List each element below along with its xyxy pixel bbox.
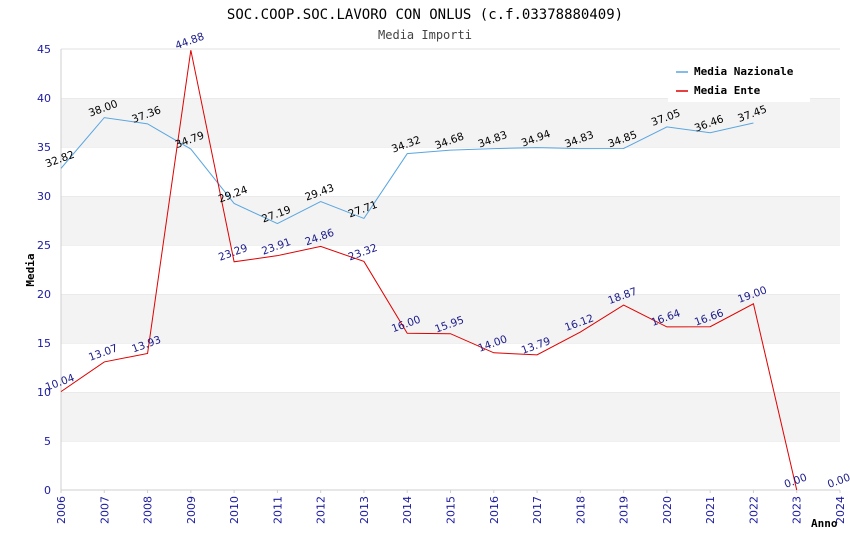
series-line-nazionale bbox=[60, 117, 754, 225]
x-tick-label: 2007 bbox=[98, 496, 111, 524]
series-lines bbox=[60, 50, 798, 491]
series-line-ente bbox=[60, 50, 798, 491]
x-tick-label: 2022 bbox=[747, 496, 760, 524]
grid-band bbox=[61, 392, 840, 441]
grid-band bbox=[61, 196, 840, 245]
x-tick-label: 2020 bbox=[661, 496, 674, 524]
y-tick-label: 20 bbox=[37, 288, 51, 301]
y-tick-label: 5 bbox=[44, 435, 51, 448]
y-tick-label: 25 bbox=[37, 239, 51, 252]
y-tick-labels: 0 5 10 15 20 25 30 35 40 45 bbox=[37, 43, 51, 497]
chart-title: SOC.COOP.SOC.LAVORO CON ONLUS (c.f.03378… bbox=[227, 7, 623, 23]
x-tick-label: 2017 bbox=[531, 496, 544, 524]
x-tick-label: 2014 bbox=[401, 496, 414, 524]
grid-band bbox=[61, 245, 840, 294]
y-tick-label: 45 bbox=[37, 43, 51, 56]
x-tick-labels: 2006 2007 2008 2009 2010 2011 2012 2013 2014 2015… bbox=[55, 490, 847, 524]
y-tick-label: 30 bbox=[37, 190, 51, 203]
x-tick-label: 2008 bbox=[142, 496, 155, 524]
x-tick-label: 2012 bbox=[315, 496, 328, 524]
x-tick-label: 2009 bbox=[185, 496, 198, 524]
chart-subtitle: Media Importi bbox=[378, 28, 472, 42]
y-tick-label: 0 bbox=[44, 484, 51, 497]
y-tick-label: 15 bbox=[37, 337, 51, 350]
grid-bands bbox=[61, 48, 840, 490]
legend-background bbox=[668, 58, 810, 102]
x-tick-label: 2010 bbox=[228, 496, 241, 524]
x-tick-label: 2015 bbox=[445, 496, 458, 524]
y-axis-label: Media bbox=[24, 253, 37, 286]
y-tick-label: 40 bbox=[37, 92, 51, 105]
grid-band bbox=[61, 441, 840, 490]
grid-band bbox=[61, 98, 840, 147]
legend-label-nazionale: Media Nazionale bbox=[694, 65, 794, 78]
grid-band bbox=[61, 294, 840, 343]
x-tick-label: 2016 bbox=[488, 496, 501, 524]
x-tick-label: 2013 bbox=[358, 496, 371, 524]
x-tick-label: 2023 bbox=[791, 496, 804, 524]
y-tick-label: 10 bbox=[37, 386, 51, 399]
x-tick-label: 2018 bbox=[574, 496, 587, 524]
x-axis-label: Anno bbox=[811, 517, 838, 530]
grid-band bbox=[61, 147, 840, 196]
y-tick-label: 35 bbox=[37, 141, 51, 154]
x-tick-label: 2021 bbox=[704, 496, 717, 524]
grid-band bbox=[61, 343, 840, 392]
legend-label-ente: Media Ente bbox=[694, 84, 761, 97]
x-tick-label: 2006 bbox=[55, 496, 68, 524]
x-tick-label: 2011 bbox=[271, 496, 284, 524]
x-tick-label: 2024 bbox=[834, 496, 847, 524]
legend: Media Nazionale Media Ente bbox=[668, 58, 810, 102]
x-tick-label: 2019 bbox=[618, 496, 631, 524]
